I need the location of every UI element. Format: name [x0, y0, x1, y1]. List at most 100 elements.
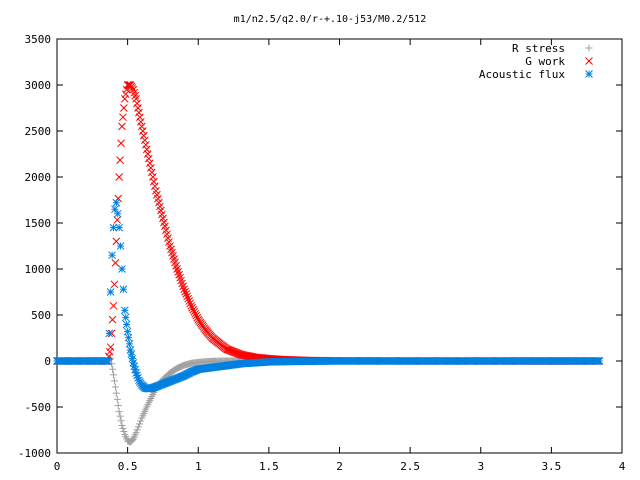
data-point — [109, 301, 118, 310]
data-point — [595, 357, 604, 365]
y-tick-label: 2000 — [25, 171, 52, 184]
y-axis-ticks: -1000 -500 0 500 1000 1500 2000 2500 3000 3500 — [18, 33, 622, 460]
data-point — [115, 408, 123, 416]
data-point — [124, 333, 133, 342]
data-point — [120, 104, 128, 112]
data-point — [136, 113, 144, 122]
y-tick-label: 1500 — [25, 217, 52, 230]
data-point — [122, 320, 131, 329]
data-point — [118, 122, 126, 131]
data-point — [143, 150, 152, 158]
data-point — [136, 117, 145, 126]
data-point — [133, 99, 141, 108]
data-point — [191, 309, 200, 318]
data-point — [118, 421, 126, 429]
data-point — [113, 216, 122, 224]
data-point — [111, 259, 120, 267]
data-point — [119, 113, 127, 122]
data-point — [108, 251, 116, 260]
data-point — [117, 139, 125, 148]
chart-title: m1/n2.5/q2.0/r-+.10-j53/M0.2/512 — [234, 14, 427, 25]
data-point — [178, 279, 186, 288]
x-tick-label: 3.5 — [541, 460, 561, 473]
data-point — [121, 313, 130, 322]
data-point — [115, 223, 124, 232]
series-layer — [53, 81, 604, 446]
y-tick-label: 2500 — [25, 125, 52, 138]
data-point — [113, 209, 122, 218]
x-tick-label: 1.5 — [259, 460, 279, 473]
data-point — [182, 290, 190, 298]
y-tick-label: 0 — [44, 355, 51, 368]
y-tick-label: 500 — [31, 309, 51, 322]
data-point — [105, 347, 114, 356]
y-tick-label: 3000 — [25, 79, 52, 92]
data-point — [133, 426, 141, 434]
data-point — [141, 140, 150, 149]
x-tick-label: 2.5 — [400, 460, 420, 473]
x-tick-label: 0.5 — [118, 460, 138, 473]
data-point — [115, 173, 124, 181]
y-tick-label: 3500 — [25, 33, 52, 46]
data-point — [140, 136, 149, 145]
data-point — [121, 90, 130, 99]
data-point — [119, 424, 127, 432]
data-point — [134, 104, 142, 112]
data-point — [116, 242, 125, 250]
data-point — [112, 389, 120, 397]
data-point — [148, 173, 157, 181]
data-point — [110, 371, 117, 379]
legend-marker — [585, 44, 593, 52]
legend-label: Acoustic flux — [479, 68, 565, 81]
data-point — [116, 156, 124, 164]
legend-marker — [585, 57, 593, 65]
data-point — [137, 122, 146, 131]
x-tick-label: 3 — [477, 460, 484, 473]
y-tick-label: -500 — [25, 401, 52, 414]
data-point — [108, 315, 117, 324]
data-point — [179, 282, 187, 291]
data-point — [125, 339, 134, 348]
x-tick-label: 0 — [54, 460, 61, 473]
data-point — [135, 108, 143, 117]
data-point — [184, 294, 193, 303]
data-point — [110, 377, 118, 385]
data-point — [177, 276, 185, 285]
data-point — [132, 94, 140, 103]
x-tick-label: 2 — [336, 460, 343, 473]
data-point — [142, 145, 151, 154]
data-point — [181, 287, 189, 296]
data-point — [187, 301, 196, 310]
legend-label: R stress — [512, 42, 565, 55]
data-point — [110, 280, 119, 289]
data-point — [109, 365, 117, 373]
data-point — [122, 85, 131, 94]
data-point — [123, 327, 132, 336]
data-point — [106, 288, 115, 296]
data-point — [111, 383, 119, 391]
data-point — [193, 313, 202, 322]
data-point — [147, 168, 156, 177]
series-acoustic-flux — [53, 198, 604, 393]
data-point — [132, 429, 140, 437]
data-point — [174, 268, 182, 276]
data-point — [120, 306, 129, 315]
data-point — [190, 307, 199, 316]
data-point — [117, 417, 125, 425]
data-point — [146, 163, 155, 172]
data-point — [119, 285, 128, 294]
data-point — [105, 329, 114, 338]
data-point — [186, 299, 195, 308]
x-tick-label: 4 — [619, 460, 626, 473]
y-tick-label: 1000 — [25, 263, 52, 276]
data-point — [135, 420, 143, 428]
data-point — [112, 198, 121, 207]
data-point — [106, 343, 115, 352]
data-point — [176, 273, 184, 282]
data-point — [192, 311, 201, 320]
x-tick-label: 1 — [195, 460, 202, 473]
data-point — [139, 131, 148, 140]
